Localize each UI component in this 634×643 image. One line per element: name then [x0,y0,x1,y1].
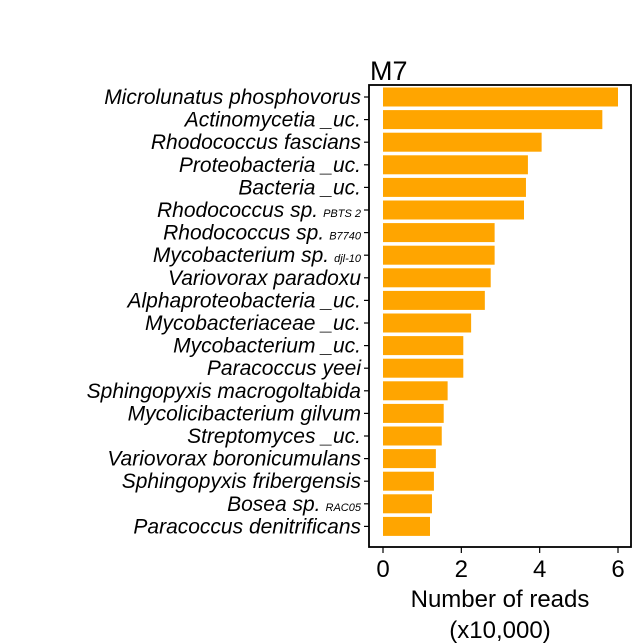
bar [383,381,448,401]
bar [383,132,542,152]
y-tick-label: Sphingopyxis fribergensis [122,470,362,493]
y-tick-label: Bosea sp. RAC05 [227,493,362,516]
category-strain-label: RAC05 [326,502,362,514]
bars-layer [383,87,618,536]
category-name: Streptomyces _uc. [187,425,361,448]
bar [383,313,472,333]
category-name: Paracoccus yeei [207,357,362,380]
y-tick-label: Streptomyces _uc. [187,425,361,448]
category-name: Alphaproteobacteria _uc. [126,289,362,312]
y-tick-label: Alphaproteobacteria _uc. [126,289,362,312]
category-name: Sphingopyxis fribergensis [122,470,362,493]
x-axis-label: Number of reads [411,586,590,613]
y-tick-label: Mycobacteriaceae _uc. [145,312,361,335]
category-strain-label: B7740 [329,231,362,243]
category-name: Variovorax boronicumulans [107,448,361,471]
category-name: Variovorax paradoxu [168,267,361,290]
category-name: Actinomycetia _uc. [183,109,361,132]
bar [383,471,434,491]
category-name: Rhodococcus sp. [163,222,324,245]
y-tick-label: Variovorax boronicumulans [107,448,361,471]
y-tick-label: Paracoccus yeei [207,357,362,380]
y-tick-label: Mycolicibacterium gilvum [128,402,361,425]
bar [383,426,442,446]
category-name: Mycobacteriaceae _uc. [145,312,361,335]
y-tick-label: Rhodococcus sp. PBTS 2 [157,199,361,222]
chart-title: M7 [370,56,408,86]
plot-panel-border [368,84,632,548]
category-name: Mycobacterium _uc. [173,335,361,358]
bar [383,87,618,107]
category-name: Bosea sp. [227,493,320,516]
x-tick-label: 2 [455,556,468,583]
y-tick-label: Rhodococcus fascians [151,131,362,154]
y-tick-label: Mycobacterium _uc. [173,335,361,358]
y-tick-label: Bacteria _uc. [238,176,361,199]
y-tick-label: Sphingopyxis macrogoltabida [87,380,361,403]
y-tick-label: Microlunatus phosphovorus [104,86,361,109]
bar [383,403,444,423]
bar [383,177,526,197]
x-axis-label-units: (x10,000) [449,617,550,643]
y-tick-label: Proteobacteria _uc. [179,154,361,177]
category-name: Paracoccus denitrificans [133,515,361,538]
category-strain-label: djl-10 [334,253,362,265]
x-axis: 0 2 4 6 [376,547,625,583]
bar [383,449,436,469]
bar [383,268,491,288]
bar [383,245,495,265]
y-tick-label: Variovorax paradoxu [168,267,361,290]
bar [383,223,495,243]
bar [383,290,485,310]
y-tick-label: Rhodococcus sp. B7740 [163,222,362,245]
bar [383,200,524,220]
y-tick-label: Actinomycetia _uc. [183,109,361,132]
category-name: Rhodococcus fascians [151,131,362,154]
bar [383,516,430,536]
category-name: Mycolicibacterium gilvum [128,402,361,425]
x-tick-label: 4 [533,556,546,583]
bar [383,110,603,130]
bar [383,494,432,514]
x-tick-label: 0 [376,556,389,583]
category-name: Sphingopyxis macrogoltabida [87,380,361,403]
category-name: Mycobacterium sp. [153,244,329,267]
category-name: Microlunatus phosphovorus [104,86,361,109]
category-strain-label: PBTS 2 [323,208,361,220]
x-tick-label: 6 [611,556,624,583]
y-tick-label: Mycobacterium sp. djl-10 [153,244,362,267]
y-tick-label: Paracoccus denitrificans [133,515,361,538]
bar [383,336,464,356]
category-name: Proteobacteria _uc. [179,154,361,177]
bar [383,155,528,175]
bar [383,358,464,378]
category-name: Bacteria _uc. [238,176,361,199]
category-name: Rhodococcus sp. [157,199,318,222]
